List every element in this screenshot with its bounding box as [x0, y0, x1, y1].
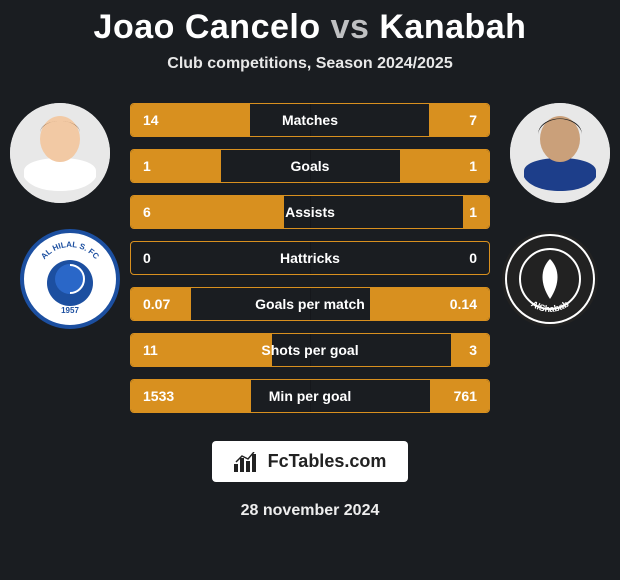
page-title: Joao Cancelo vs Kanabah — [94, 8, 527, 47]
stat-left-value: 6 — [143, 204, 151, 220]
stats-area: AL HILAL S. FC 1957 AlShabab 147Matches1… — [0, 103, 620, 413]
stat-row: 0.07 0.14 Goals per match — [130, 287, 490, 321]
club-left-sub: 1957 — [61, 306, 79, 315]
player1-avatar — [10, 103, 110, 203]
stat-left-value: 0 — [143, 250, 151, 266]
date-text: 28 november 2024 — [241, 502, 380, 520]
stat-fill-right — [429, 104, 489, 136]
stat-row: 0 0 Hattricks — [130, 241, 490, 275]
avatar-icon — [510, 103, 610, 203]
stat-label: Shots per goal — [261, 342, 358, 358]
brand-badge: FcTables.com — [212, 441, 409, 482]
player1-name: Joao Cancelo — [94, 8, 321, 46]
shirt-shape — [24, 158, 96, 191]
chart-icon — [234, 452, 260, 472]
stat-right-value: 7 — [469, 112, 477, 128]
stat-row: 11 3 Shots per goal — [130, 333, 490, 367]
stat-fill-left — [131, 196, 284, 228]
stat-label: Goals — [291, 158, 330, 174]
stat-right-value: 761 — [454, 388, 477, 404]
stat-right-value: 0 — [469, 250, 477, 266]
player2-name: Kanabah — [379, 8, 526, 46]
stat-label: Goals per match — [255, 296, 365, 312]
club-badge-icon: AL HILAL S. FC 1957 — [20, 229, 120, 329]
stat-label: Matches — [282, 112, 338, 128]
vs-text: vs — [331, 8, 370, 46]
stat-rows: 147Matches11Goals61Assists00Hattricks0.0… — [130, 103, 490, 413]
stat-left-value: 0.07 — [143, 296, 170, 312]
club-badge-icon: AlShabab — [500, 229, 600, 329]
player2-club-badge: AlShabab — [500, 229, 600, 329]
player2-avatar — [510, 103, 610, 203]
stat-right-value: 1 — [469, 158, 477, 174]
stat-right-value: 3 — [469, 342, 477, 358]
shirt-shape — [524, 158, 596, 191]
avatar-icon — [10, 103, 110, 203]
stat-left-value: 11 — [143, 342, 158, 358]
stat-right-value: 1 — [469, 204, 477, 220]
stat-row: 1 1 Goals — [130, 149, 490, 183]
subtitle: Club competitions, Season 2024/2025 — [167, 55, 452, 73]
stat-row: 1533 761 Min per goal — [130, 379, 490, 413]
stat-left-value: 1533 — [143, 388, 174, 404]
stat-label: Assists — [285, 204, 335, 220]
stat-right-value: 0.14 — [450, 296, 477, 312]
stat-row: 6 1 Assists — [130, 195, 490, 229]
stat-label: Min per goal — [269, 388, 351, 404]
stat-left-value: 1 — [143, 158, 151, 174]
stat-left-value: 14 — [143, 112, 159, 128]
brand-text: FcTables.com — [268, 451, 387, 472]
face-shape — [40, 116, 80, 162]
stat-row: 14 7 Matches — [130, 103, 490, 137]
player1-club-badge: AL HILAL S. FC 1957 — [20, 229, 120, 329]
stat-label: Hattricks — [280, 250, 340, 266]
